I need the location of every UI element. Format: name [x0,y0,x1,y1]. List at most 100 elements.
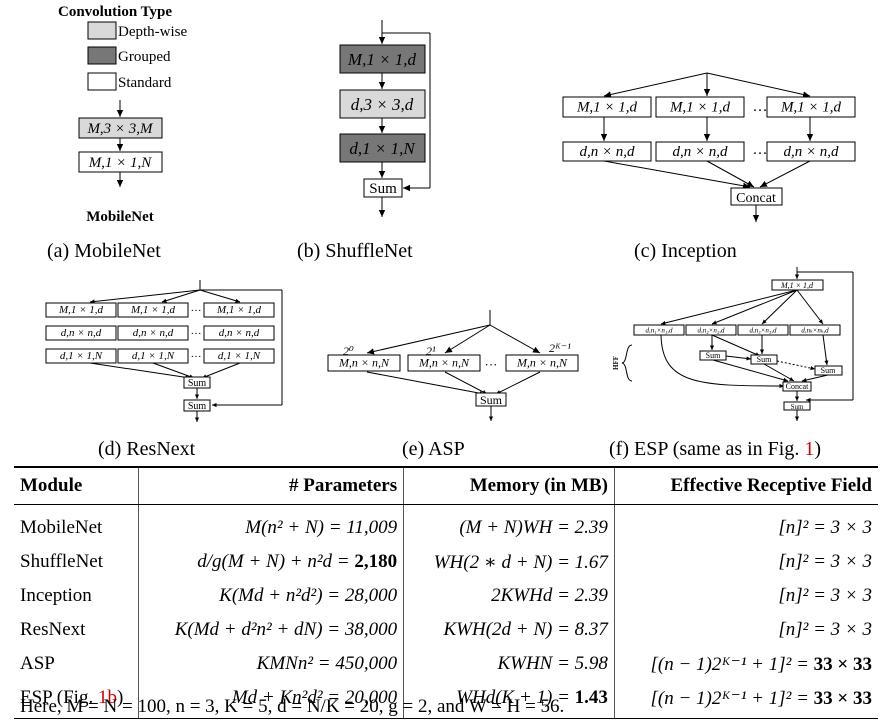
inception-conv-1-label: d,n × n,d [579,144,635,160]
esp-sum-label-2: Sum [757,355,772,364]
cell-erf-text: [(n − 1)2ᴷ⁻¹ + 1]² = [650,687,814,709]
resnext-r2-3-label: d,n × n,d [219,327,260,339]
legend: Convolution Type Depth-wise Grouped Stan… [58,4,187,91]
mobilenet-box1-label: M,3 × 3,M [86,121,154,137]
caption-e: (e) ASP [402,438,465,460]
resnext-r1-2-box [117,302,189,318]
table-row: Inception K(Md + n²d²) = 28,000 2KWHd = 2.… [14,579,878,613]
architecture-diagrams: Convolution Type Depth-wise Grouped Stan… [45,4,856,422]
esp-branch-1-label: d,n₁×n₁,d [645,326,673,334]
paren: ) [116,687,124,708]
header-module: Module [14,466,139,505]
cell-memory-text: KWHN = 5.98 [497,653,608,674]
asp-conv-1-label: M,n × n,N [338,356,390,370]
cell-erf: [n]² = 3 × 3 [614,579,878,613]
mobilenet-box2-label: M,1 × 1,N [88,155,153,171]
esp-branch-3-label: d,n₃×n₃,d [749,326,777,334]
cell-parameters-text: KMNn² = 450,000 [256,653,398,674]
cell-module: ASP [14,647,139,681]
caption-f: (f) ESP (same as in Fig. 1) [609,438,821,461]
asp-conv-3-label: M,n × n,N [516,356,568,370]
table-row: ASP KMNn² = 450,000 KWHN = 5.98 [(n − 1)2ᴷ⁻… [14,647,878,681]
cell-memory-text: WH(2 ∗ d + N) = 1.67 [433,551,608,573]
header-memory: Memory (in MB) [403,466,615,505]
cell-erf-text: [n]² = 3 × 3 [778,585,872,606]
asp-conv-1-box [327,354,401,372]
caption-f-text: (f) ESP (same as in Fig. [609,438,805,460]
cell-memory: KWH(2d + N) = 8.37 [403,613,615,647]
inception-pointwise-2-label: M,1 × 1,d [669,100,731,116]
inception-conv-3-box [766,141,856,162]
shufflenet-box1-label: M,1 × 1,d [347,50,417,69]
cell-memory-text: (M + N)WH = 2.39 [459,517,608,538]
cell-memory-bold: 1.43 [574,687,608,708]
caption-a: (a) MobileNet [47,240,161,262]
cell-module-text: ShuffleNet [20,551,104,572]
header-parameters: # Parameters [138,466,405,505]
cell-erf-text: [n]² = 3 × 3 [778,619,872,640]
resnext-dots-r3: ··· [191,351,202,363]
table-note: Here, M = N = 100, n = 3, K = 5, d = N/K… [20,696,565,717]
cell-erf-text: [n]² = 3 × 3 [778,517,872,538]
cell-module: Inception [14,579,139,613]
asp-rate-1: 2⁰ [343,344,354,358]
inception-conv-2-label: d,n × n,d [672,144,728,160]
inception-pointwise-2-box [655,96,745,118]
cell-memory: KWHN = 5.98 [403,647,615,681]
esp-branch-1-box [633,324,685,336]
resnext-dots-r1: ··· [191,305,202,317]
cell-memory: WH(2 ∗ d + N) = 1.67 [403,545,615,579]
resnext-r3-1-label: d,1 × 1,N [60,350,103,362]
resnext-r1-3-box [203,302,275,318]
cell-parameters-text: d/g(M + N) + n²d = [197,551,355,572]
cell-parameters: K(Md + d²n² + dN) = 38,000 [138,613,405,647]
asp-sum-label: Sum [480,393,503,407]
cell-memory: WHd(K + 1) = 1.43 [403,681,615,719]
cell-memory-text: KWH(2d + N) = 8.37 [443,619,608,640]
inception-conv-2-box [655,141,745,162]
resnext-diagram: M,1 × 1,d M,1 × 1,d M,1 × 1,d ··· d,n × n,d d… [45,280,283,422]
legend-swatch-grouped [87,46,117,65]
cell-erf-text: [n]² = 3 × 3 [778,551,872,572]
cell-parameters: K(Md + n²d²) = 28,000 [138,579,405,613]
resnext-sum-label-2: Sum [188,401,207,412]
resnext-r3-3-label: d,1 × 1,N [218,350,261,362]
esp-hff-label: HFF [612,356,620,370]
shufflenet-sum-label: Sum [369,181,397,197]
cell-module-text: ResNext [20,619,86,640]
asp-rate-2: 2¹ [426,344,436,358]
asp-conv-2-box [407,354,481,372]
inception-pointwise-3-box [766,96,856,118]
inception-conv-1-box [562,141,652,162]
table-row: MobileNet M(n² + N) = 11,009 (M + N)WH = 2… [14,504,878,545]
cell-erf-bold: 33 × 33 [813,687,872,709]
shufflenet-box3-label: d,1 × 1,N [349,139,416,158]
header-erf: Effective Receptive Field [614,466,878,505]
caption-c: (c) Inception [634,240,737,262]
cell-module-text: ASP [20,653,55,674]
esp-top-label: M,1 × 1,d [780,281,814,290]
esp-sum-label-1: Sum [706,351,721,360]
shufflenet-grouped-box1 [339,44,426,74]
cell-module-text: MobileNet [20,517,103,538]
cell-parameters-text: Md + Kn²d² = 20,000 [231,687,398,708]
cell-module: ShuffleNet [14,545,139,579]
resnext-r2-1-box [45,325,117,341]
cell-module: ResNext [14,613,139,647]
caption-b: (b) ShuffleNet [297,240,413,262]
resnext-sum-label-1: Sum [188,378,207,389]
cell-erf: [n]² = 3 × 3 [614,613,878,647]
resnext-r2-2-label: d,n × n,d [133,327,174,339]
legend-label-grouped: Grouped [118,49,171,65]
cell-module: ESP (Fig. 1b) [14,681,139,719]
resnext-dots-r2: ··· [191,328,202,340]
cell-parameters-bold: 2,180 [354,551,398,572]
mobilenet-label: MobileNet [86,209,153,225]
resnext-r1-3-label: M,1 × 1,d [216,304,262,316]
inception-diagram: M,1 × 1,d M,1 × 1,d M,1 × 1,d d,n × n,d d,n… [562,72,856,222]
resnext-r3-1-box [45,348,117,364]
resnext-r2-1-label: d,n × n,d [61,327,102,339]
caption-f-figure-link[interactable]: 1 [804,438,815,460]
esp-branch-2-box [685,324,737,336]
figure-link[interactable]: 1b [97,687,117,708]
